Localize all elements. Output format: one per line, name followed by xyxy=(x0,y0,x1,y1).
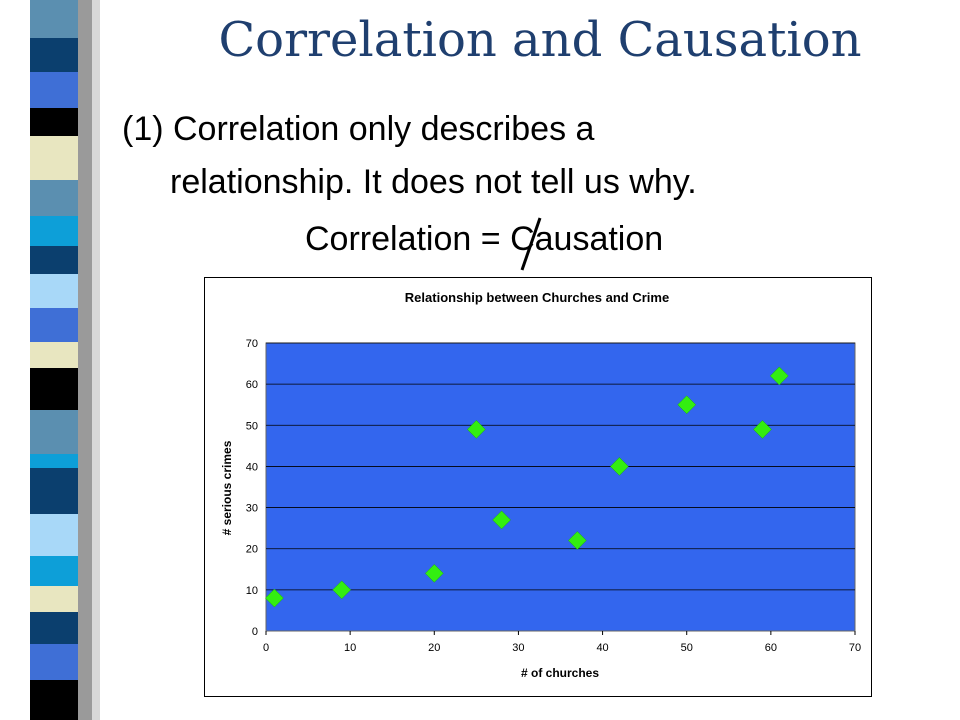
stripe-block xyxy=(30,216,78,246)
y-tick-label: 70 xyxy=(246,338,258,350)
not-equal-slash-icon xyxy=(520,217,542,271)
data-point xyxy=(332,580,352,600)
stripe-block xyxy=(30,342,78,368)
x-axis-ticks: 0 10 20 30 40 50 60 70 xyxy=(263,631,861,654)
y-tick-label: 60 xyxy=(246,379,258,391)
stripe-block xyxy=(30,586,78,612)
stripe-block xyxy=(30,644,78,680)
y-tick-label: 0 xyxy=(252,626,258,638)
x-tick-label: 0 xyxy=(263,642,269,654)
bullet-point-line-2: relationship. It does not tell us why. xyxy=(170,163,697,201)
x-tick-label: 30 xyxy=(512,642,524,654)
stripe-block xyxy=(30,556,78,586)
data-point xyxy=(424,564,444,583)
stripe-block xyxy=(30,454,78,468)
stripe-blocks xyxy=(30,0,78,720)
y-axis-label: # serious crimes xyxy=(220,440,234,535)
stripe-block xyxy=(30,38,78,72)
x-tick-label: 40 xyxy=(596,642,608,654)
slide-title: Correlation and Causation xyxy=(218,12,862,68)
stripe-block xyxy=(30,72,78,108)
equals-sign: = xyxy=(480,220,501,258)
data-point xyxy=(753,420,772,439)
decorative-stripe-bar xyxy=(0,0,110,720)
stripe-block xyxy=(30,368,78,410)
stripe-block xyxy=(30,612,78,644)
stripe-block xyxy=(30,0,78,38)
not-equal-statement: Correlation = Causation xyxy=(305,220,663,259)
formula-left-term: Correlation xyxy=(305,220,472,258)
stripe-shadow-light xyxy=(92,0,100,720)
data-points xyxy=(265,366,789,608)
y-axis-ticks: 0 10 20 30 40 50 60 70 xyxy=(246,338,258,638)
data-point xyxy=(677,395,697,415)
y-tick-label: 20 xyxy=(246,544,258,556)
stripe-block xyxy=(30,308,78,342)
y-tick-label: 30 xyxy=(246,503,258,515)
x-tick-label: 20 xyxy=(428,642,440,654)
data-point xyxy=(610,457,629,476)
stripe-block xyxy=(30,108,78,136)
stripe-block xyxy=(30,410,78,454)
stripe-block xyxy=(30,274,78,308)
data-point xyxy=(567,531,587,550)
y-tick-label: 50 xyxy=(246,420,258,432)
stripe-block xyxy=(30,136,78,180)
x-tick-label: 50 xyxy=(681,642,693,654)
bullet-point-line-1: (1) Correlation only describes a xyxy=(122,110,595,148)
scatter-chart: Relationship between Churches and Crime … xyxy=(204,277,872,697)
x-tick-label: 70 xyxy=(849,642,861,654)
stripe-block xyxy=(30,680,78,720)
x-axis-label: # of churches xyxy=(521,666,599,680)
x-tick-label: 10 xyxy=(344,642,356,654)
stripe-block xyxy=(30,468,78,514)
gridlines xyxy=(266,342,855,591)
plot-area xyxy=(265,342,856,632)
x-tick-label: 60 xyxy=(765,642,777,654)
data-point xyxy=(265,588,284,608)
y-tick-label: 10 xyxy=(246,585,258,597)
data-point xyxy=(492,510,511,530)
y-tick-label: 40 xyxy=(246,461,258,473)
data-point xyxy=(769,366,789,386)
stripe-shadow xyxy=(78,0,92,720)
chart-title: Relationship between Churches and Crime xyxy=(405,290,669,305)
stripe-block xyxy=(30,514,78,556)
stripe-block xyxy=(30,180,78,216)
data-point xyxy=(467,420,486,439)
stripe-block xyxy=(30,246,78,274)
